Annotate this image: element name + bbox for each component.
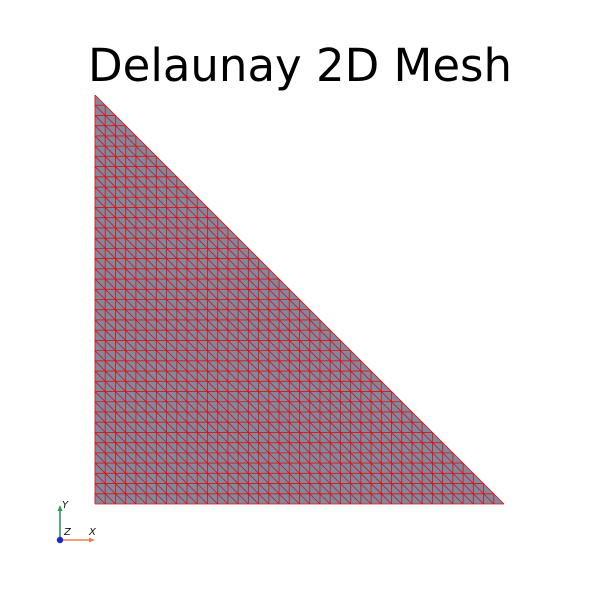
z-axis-label: Z xyxy=(63,527,72,538)
mesh-edge-lines xyxy=(94,94,505,505)
z-axis-marker xyxy=(56,536,64,544)
x-axis-arrowhead xyxy=(89,537,95,543)
y-axis-arrowhead xyxy=(57,505,63,511)
mesh-edges xyxy=(94,94,505,505)
plot-title: Delaunay 2D Mesh xyxy=(87,39,513,92)
x-axis-label: X xyxy=(88,527,97,538)
y-axis-label: Y xyxy=(62,500,69,511)
